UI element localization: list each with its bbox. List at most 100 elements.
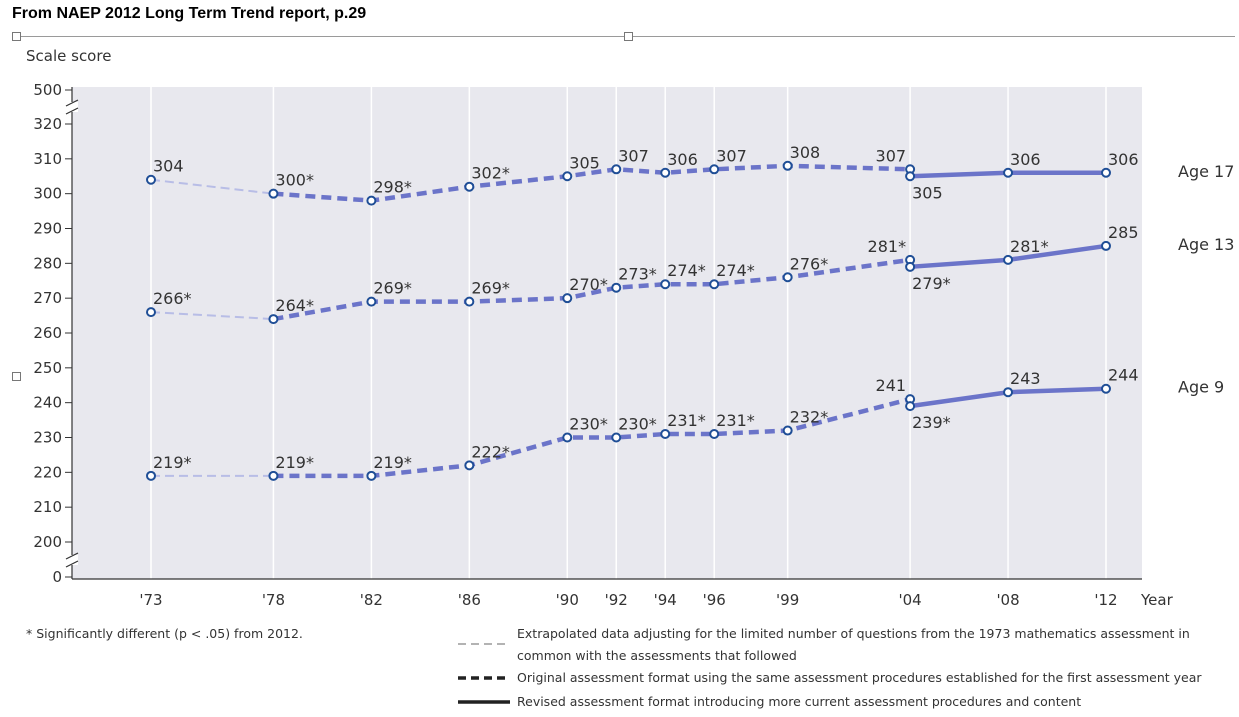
data-point xyxy=(146,174,156,185)
data-point xyxy=(611,432,622,443)
y-tick-label: 250 xyxy=(33,359,62,377)
data-point xyxy=(782,272,793,283)
axis-break-mark xyxy=(65,99,79,107)
legend-text: Original assessment format using the sam… xyxy=(517,670,1202,685)
plot-background xyxy=(72,87,1142,579)
data-point xyxy=(146,307,156,318)
y-tick-label: 310 xyxy=(33,150,62,168)
data-point xyxy=(268,314,279,325)
legend-text: Revised assessment format introducing mo… xyxy=(517,694,1081,709)
axis-break-mark xyxy=(65,552,79,560)
data-label: 276* xyxy=(790,254,829,273)
x-tick-label: '92 xyxy=(605,591,628,609)
data-label: 281* xyxy=(868,237,907,256)
data-point xyxy=(366,195,377,206)
data-label: 305 xyxy=(912,183,943,202)
data-label: 269* xyxy=(471,279,510,298)
data-point xyxy=(1101,167,1111,178)
data-label: 304 xyxy=(153,157,184,176)
data-label: 222* xyxy=(471,442,510,461)
data-label: 308 xyxy=(790,143,821,162)
y-tick-label: 260 xyxy=(33,324,62,342)
y-tick-label: 240 xyxy=(33,394,62,412)
data-point xyxy=(611,164,622,175)
data-point xyxy=(464,460,475,471)
data-point xyxy=(905,261,916,272)
y-tick-label: 280 xyxy=(33,254,62,272)
extrapolated-line xyxy=(150,311,274,321)
series-name-label: Age 13 xyxy=(1178,235,1234,254)
axis-break-mark xyxy=(65,107,79,115)
x-tick-label: '12 xyxy=(1094,591,1117,609)
data-label: 243 xyxy=(1010,369,1041,388)
footnote: * Significantly different (p < .05) from… xyxy=(26,626,303,641)
data-label: 305 xyxy=(569,153,600,172)
data-label: 307 xyxy=(876,146,907,165)
data-point xyxy=(660,279,671,290)
original-format-line xyxy=(273,397,911,479)
data-label: 219* xyxy=(275,453,314,472)
resize-handle-top-middle[interactable] xyxy=(624,32,633,41)
data-point xyxy=(905,401,916,412)
data-point xyxy=(709,164,720,175)
data-point xyxy=(366,296,377,307)
data-label: 232* xyxy=(790,408,829,427)
x-tick-label: '82 xyxy=(360,591,383,609)
data-label: 244 xyxy=(1108,366,1139,385)
data-label: 264* xyxy=(275,296,314,315)
resize-handle-left-middle[interactable] xyxy=(12,372,21,381)
data-label: 307 xyxy=(618,146,649,165)
x-tick-label: '04 xyxy=(898,591,921,609)
data-label: 266* xyxy=(153,289,192,308)
data-label: 300* xyxy=(275,171,314,190)
data-point xyxy=(562,293,573,304)
data-label: 279* xyxy=(912,274,951,293)
data-label: 302* xyxy=(471,164,510,183)
x-tick-label: '78 xyxy=(262,591,285,609)
data-point xyxy=(1003,387,1014,398)
data-label: 270* xyxy=(569,275,608,294)
data-label: 219* xyxy=(153,453,192,472)
data-label: 273* xyxy=(618,265,657,284)
data-point xyxy=(1101,383,1111,394)
series-name-label: Age 17 xyxy=(1178,162,1234,181)
data-label: 231* xyxy=(716,411,755,430)
data-point xyxy=(562,432,573,443)
x-tick-label: '99 xyxy=(776,591,799,609)
data-point xyxy=(146,470,156,481)
data-point xyxy=(1003,254,1014,265)
data-point xyxy=(709,429,720,440)
axis-break-mark xyxy=(65,560,79,568)
x-axis-title: Year xyxy=(1140,591,1174,609)
y-axis-title: Scale score xyxy=(26,47,111,65)
data-point xyxy=(660,429,671,440)
data-point xyxy=(464,181,475,192)
x-tick-label: '86 xyxy=(458,591,481,609)
series-name-label: Age 9 xyxy=(1178,378,1224,397)
data-label: 285 xyxy=(1108,223,1139,242)
data-point xyxy=(709,279,720,290)
data-point xyxy=(782,160,793,171)
y-tick-label: 290 xyxy=(33,220,62,238)
data-point xyxy=(611,282,622,293)
data-label: 230* xyxy=(618,415,657,434)
data-point xyxy=(464,296,475,307)
y-tick-label: 320 xyxy=(33,115,62,133)
data-label: 219* xyxy=(373,453,412,472)
data-label: 281* xyxy=(1010,237,1049,256)
resize-handle-top-left[interactable] xyxy=(12,32,21,41)
data-point xyxy=(268,470,279,481)
y-tick-label: 200 xyxy=(33,533,62,551)
data-label: 241 xyxy=(876,376,907,395)
axes: 500 320 310 300 290 280 270 260 250 240 230 220 210 2… xyxy=(26,47,1174,609)
data-point xyxy=(1003,167,1014,178)
data-point xyxy=(562,171,573,182)
data-label: 307 xyxy=(716,146,747,165)
data-point xyxy=(366,470,377,481)
y-tick-label: 230 xyxy=(33,429,62,447)
x-tick-label: '94 xyxy=(654,591,677,609)
data-label: 306 xyxy=(1108,150,1139,169)
y-tick-label: 300 xyxy=(33,185,62,203)
data-point xyxy=(905,171,916,182)
